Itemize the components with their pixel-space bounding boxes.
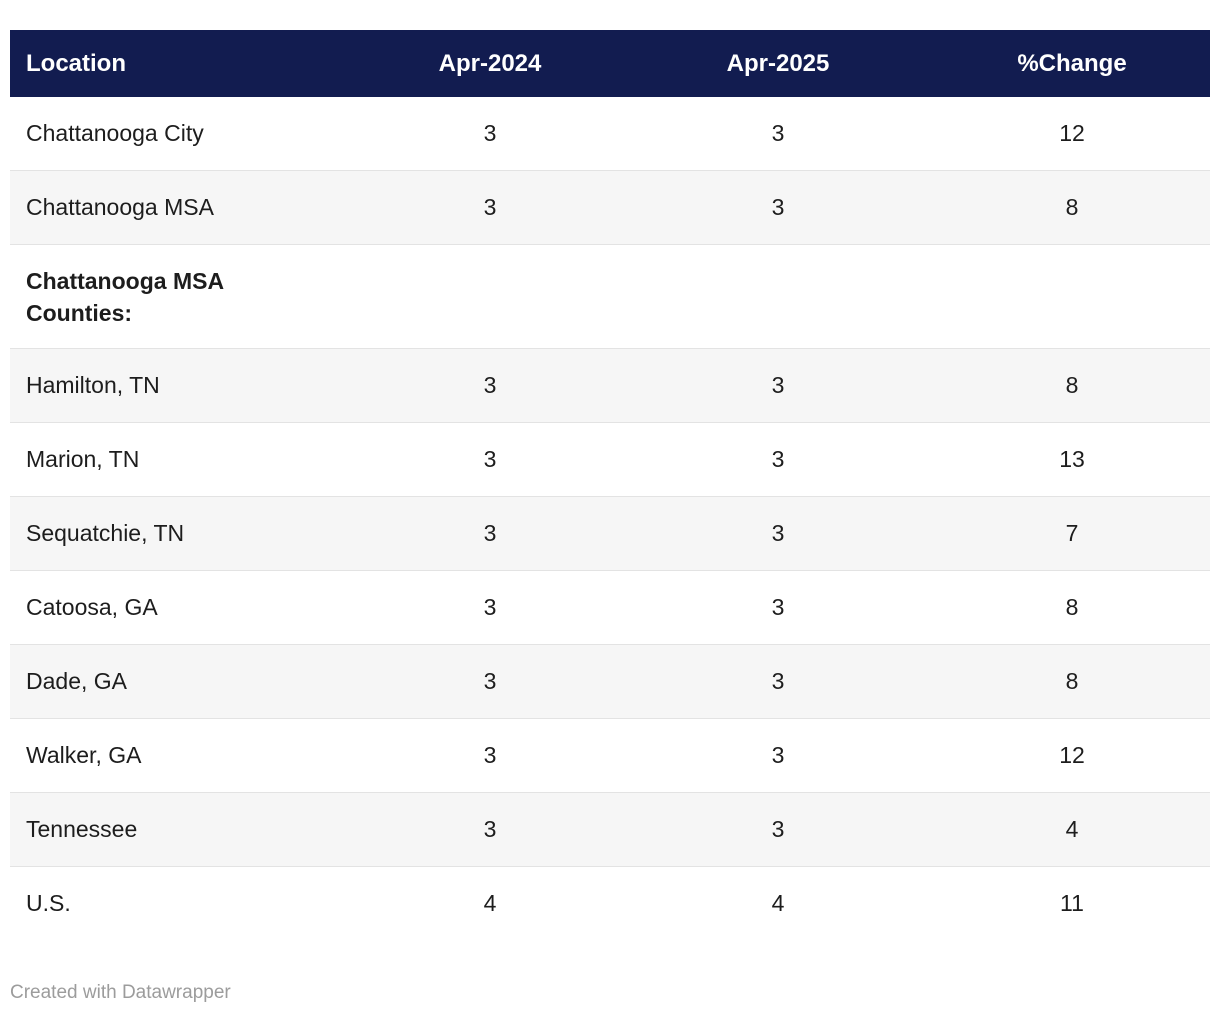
section-row: Chattanooga MSA Counties: xyxy=(10,244,1210,349)
cell-value: 3 xyxy=(622,170,934,245)
cell-value: 4 xyxy=(622,866,934,940)
cell-value: 12 xyxy=(934,718,1210,793)
cell-value xyxy=(358,244,622,349)
data-table: Location Apr-2024 Apr-2025 %Change Chatt… xyxy=(10,30,1210,940)
column-header-location: Location xyxy=(10,30,358,97)
cell-value: 8 xyxy=(934,570,1210,645)
table-row: Hamilton, TN 3 3 8 xyxy=(10,348,1210,423)
cell-value: 4 xyxy=(934,792,1210,867)
cell-value: 3 xyxy=(622,718,934,793)
header-row: Location Apr-2024 Apr-2025 %Change xyxy=(10,30,1210,97)
attribution-footer: Created with Datawrapper xyxy=(10,982,1210,1004)
column-header-pct-change: %Change xyxy=(934,30,1210,97)
cell-value: 3 xyxy=(622,644,934,719)
column-header-apr-2024: Apr-2024 xyxy=(358,30,622,97)
cell-location: Chattanooga MSA Counties: xyxy=(10,244,358,349)
column-header-apr-2025: Apr-2025 xyxy=(622,30,934,97)
cell-value: 3 xyxy=(622,496,934,571)
cell-value: 3 xyxy=(358,718,622,793)
cell-value: 3 xyxy=(622,422,934,497)
cell-location: Hamilton, TN xyxy=(10,348,358,423)
cell-value: 3 xyxy=(358,570,622,645)
cell-value xyxy=(622,244,934,349)
cell-value: 8 xyxy=(934,348,1210,423)
table-row: Walker, GA 3 3 12 xyxy=(10,718,1210,793)
cell-value: 13 xyxy=(934,422,1210,497)
datawrapper-credit-link[interactable]: Created with Datawrapper xyxy=(10,982,231,1003)
table-row: Dade, GA 3 3 8 xyxy=(10,644,1210,719)
cell-value: 4 xyxy=(358,866,622,940)
cell-location: Chattanooga MSA xyxy=(10,170,358,245)
cell-value: 3 xyxy=(622,97,934,171)
table-body: Chattanooga City 3 3 12 Chattanooga MSA 3 3 8 Ch… xyxy=(10,97,1210,940)
cell-value: 3 xyxy=(622,348,934,423)
table-row: Chattanooga City 3 3 12 xyxy=(10,97,1210,171)
cell-location: Sequatchie, TN xyxy=(10,496,358,571)
table-header: Location Apr-2024 Apr-2025 %Change xyxy=(10,30,1210,97)
cell-value: 8 xyxy=(934,644,1210,719)
cell-value: 3 xyxy=(622,570,934,645)
cell-value xyxy=(934,244,1210,349)
table-row: Tennessee 3 3 4 xyxy=(10,792,1210,867)
section-label: Chattanooga MSA Counties: xyxy=(26,267,224,326)
cell-location: Dade, GA xyxy=(10,644,358,719)
cell-location: Tennessee xyxy=(10,792,358,867)
cell-value: 7 xyxy=(934,496,1210,571)
cell-location: U.S. xyxy=(10,866,358,940)
cell-value: 3 xyxy=(358,496,622,571)
table-row: Chattanooga MSA 3 3 8 xyxy=(10,170,1210,245)
cell-value: 3 xyxy=(622,792,934,867)
cell-value: 3 xyxy=(358,348,622,423)
table-row: U.S. 4 4 11 xyxy=(10,866,1210,940)
table-row: Marion, TN 3 3 13 xyxy=(10,422,1210,497)
cell-value: 12 xyxy=(934,97,1210,171)
cell-value: 3 xyxy=(358,422,622,497)
cell-location: Catoosa, GA xyxy=(10,570,358,645)
cell-value: 3 xyxy=(358,170,622,245)
table-row: Catoosa, GA 3 3 8 xyxy=(10,570,1210,645)
cell-location: Marion, TN xyxy=(10,422,358,497)
cell-value: 3 xyxy=(358,644,622,719)
table-row: Sequatchie, TN 3 3 7 xyxy=(10,496,1210,571)
cell-value: 8 xyxy=(934,170,1210,245)
cell-value: 3 xyxy=(358,97,622,171)
cell-value: 3 xyxy=(358,792,622,867)
cell-location: Walker, GA xyxy=(10,718,358,793)
cell-value: 11 xyxy=(934,866,1210,940)
cell-location: Chattanooga City xyxy=(10,97,358,171)
